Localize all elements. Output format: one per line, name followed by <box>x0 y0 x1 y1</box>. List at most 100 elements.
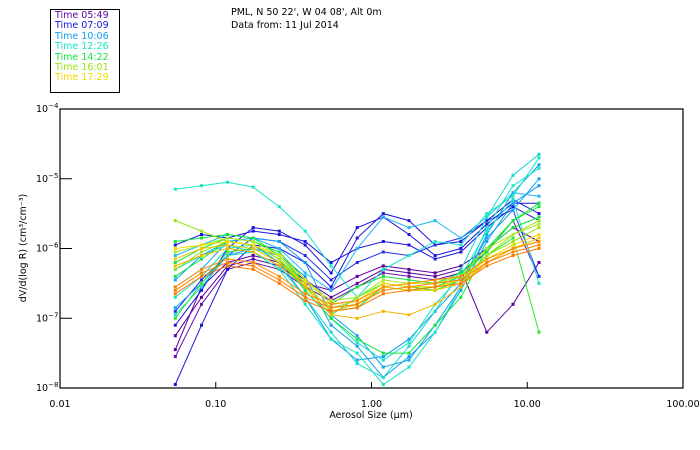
data-point <box>226 257 229 261</box>
data-point <box>407 337 411 341</box>
data-point <box>173 254 177 257</box>
data-point <box>433 330 437 334</box>
x-axis-label: Aerosol Size (µm) <box>329 410 412 421</box>
data-point <box>251 226 255 230</box>
data-point <box>173 309 177 313</box>
series-late <box>173 243 541 310</box>
data-point <box>407 274 411 278</box>
data-point <box>226 267 229 271</box>
data-point <box>485 226 489 230</box>
data-point <box>329 299 333 303</box>
data-point <box>459 250 463 254</box>
data-point <box>381 281 385 285</box>
y-axis: 10−4 10−5 10−6 10−7 10−8 <box>36 102 72 394</box>
data-point <box>407 233 411 236</box>
data-point <box>511 205 515 209</box>
data-point <box>537 194 541 198</box>
data-point <box>303 271 307 275</box>
data-point <box>277 205 281 209</box>
data-point <box>381 351 385 355</box>
data-point <box>511 226 515 230</box>
data-point <box>200 323 203 327</box>
data-point <box>433 323 437 327</box>
data-point <box>485 233 489 236</box>
data-point <box>226 243 229 247</box>
data-point <box>200 288 203 292</box>
data-point <box>173 274 177 278</box>
data-point <box>433 271 437 275</box>
data-point <box>251 250 255 254</box>
data-point <box>537 156 541 160</box>
data-point <box>537 163 541 167</box>
data-point <box>511 250 515 254</box>
data-point <box>226 264 229 268</box>
y-tick-label: 10−4 <box>36 102 59 115</box>
data-point <box>537 243 541 247</box>
data-point <box>459 236 463 240</box>
data-point <box>407 219 411 223</box>
data-point <box>173 264 177 268</box>
data-point <box>173 247 177 250</box>
x-tick-label: 0.10 <box>205 399 226 410</box>
data-point <box>226 250 229 254</box>
data-point <box>511 247 515 250</box>
data-point <box>251 243 255 247</box>
data-point <box>355 226 359 230</box>
data-point <box>329 302 333 306</box>
y-tick-label: 10−5 <box>36 172 58 185</box>
data-point <box>173 187 177 191</box>
data-point <box>381 383 385 386</box>
data-point <box>381 355 385 359</box>
data-point <box>277 254 281 257</box>
data-point <box>303 302 307 306</box>
data-point <box>433 240 437 243</box>
data-point <box>173 348 177 352</box>
legend-item: Time 12:26 <box>55 41 109 53</box>
data-point <box>407 358 411 362</box>
date-line: Data from: 11 Jul 2014 <box>231 20 339 31</box>
data-point <box>433 257 437 261</box>
legend-item: Time 16:01 <box>55 62 109 74</box>
data-point <box>485 222 489 226</box>
data-point <box>226 247 229 250</box>
data-point <box>485 240 489 243</box>
data-point <box>459 285 463 289</box>
x-tick-label: 100.00 <box>666 399 699 410</box>
y-tick-label: 10−8 <box>36 381 58 394</box>
data-point <box>511 184 515 188</box>
data-point <box>485 236 489 240</box>
data-point <box>511 194 515 198</box>
data-point <box>200 267 203 271</box>
data-point <box>381 288 385 292</box>
data-point <box>173 355 177 359</box>
data-point <box>277 274 281 278</box>
data-point <box>407 313 411 317</box>
data-point <box>303 243 307 247</box>
data-point <box>251 240 255 243</box>
data-point <box>173 240 177 243</box>
data-point <box>407 243 411 247</box>
data-point <box>355 285 359 289</box>
data-point <box>173 334 177 338</box>
data-point <box>485 330 489 334</box>
y-tick-label: 10−6 <box>36 242 59 255</box>
data-point <box>173 257 177 261</box>
data-point <box>355 274 359 278</box>
data-point <box>537 226 541 230</box>
data-point <box>355 337 359 341</box>
data-point <box>485 250 489 254</box>
data-point <box>355 316 359 320</box>
data-point <box>459 295 463 299</box>
data-point <box>173 292 177 296</box>
data-point <box>355 247 359 250</box>
data-point <box>277 281 281 285</box>
data-point <box>173 313 177 317</box>
data-point <box>173 295 177 299</box>
data-point <box>381 278 385 282</box>
data-point <box>173 285 177 289</box>
data-point <box>433 288 437 292</box>
data-point <box>277 247 281 250</box>
data-point <box>200 302 203 306</box>
x-tick-label: 10.00 <box>514 399 541 410</box>
data-point <box>329 306 333 310</box>
